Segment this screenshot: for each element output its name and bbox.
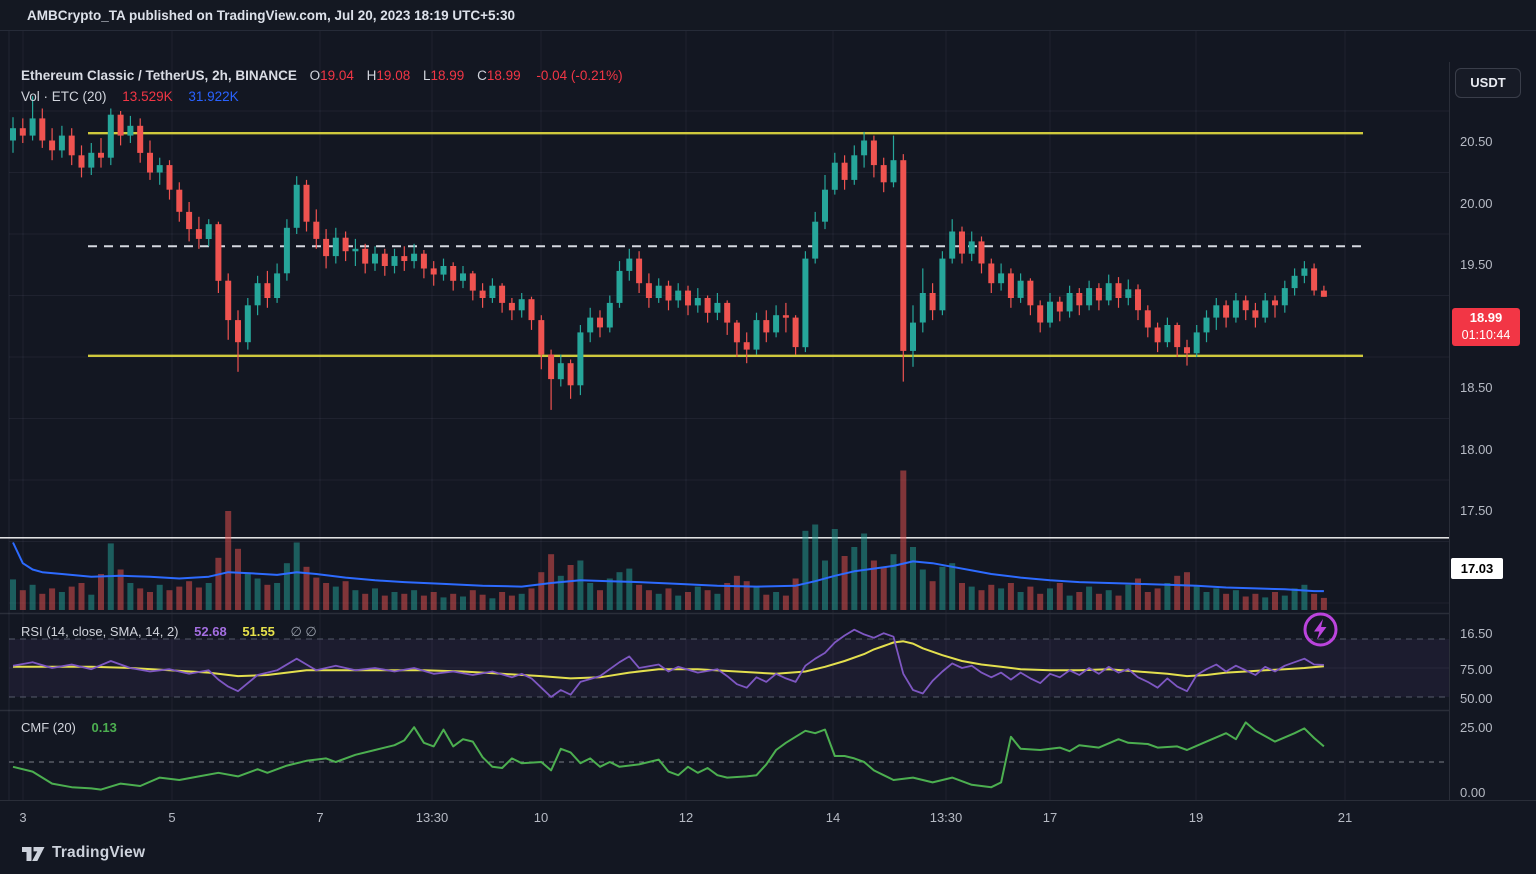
chart-region[interactable]: Ethereum Classic / TetherUS, 2h, BINANCE… <box>0 31 1536 831</box>
rsi-empty-values: ∅ ∅ <box>290 624 317 639</box>
time-axis-label: 19 <box>1188 810 1204 825</box>
price-axis-label: 17.50 <box>1460 503 1493 518</box>
tradingview-wordmark: TradingView <box>52 844 146 861</box>
time-axis[interactable]: 3 5 7 13:30 10 12 14 13:30 17 19 21 <box>0 800 1536 839</box>
price-axis-label: 18.50 <box>1460 380 1493 395</box>
cmf-value: 0.13 <box>91 720 117 735</box>
close-label: C <box>477 68 487 83</box>
rsi-axis-label: 25.00 <box>1460 720 1493 735</box>
time-axis-label: 10 <box>533 810 549 825</box>
low-value: 18.99 <box>430 68 465 83</box>
time-axis-label: 14 <box>825 810 841 825</box>
time-axis-label: 17 <box>1042 810 1058 825</box>
time-axis-label: 12 <box>678 810 694 825</box>
low-label: L <box>422 68 431 83</box>
price-level-badge: 17.03 <box>1451 557 1503 579</box>
time-axis-label: 7 <box>316 810 324 825</box>
chart-canvas[interactable] <box>0 31 1449 800</box>
price-axis-label: 16.50 <box>1460 626 1493 641</box>
symbol-title[interactable]: Ethereum Classic / TetherUS, 2h, BINANCE <box>21 68 297 83</box>
currency-button[interactable]: USDT <box>1455 68 1521 98</box>
rsi-legend[interactable]: RSI (14, close, SMA, 14, 2) 52.68 51.55 … <box>21 624 317 640</box>
rsi-value: 52.68 <box>194 624 227 639</box>
rsi-sma-value: 51.55 <box>242 624 275 639</box>
volume-ma: 31.922K <box>188 89 239 104</box>
tradingview-logo <box>22 846 45 861</box>
open-label: O <box>309 68 321 83</box>
rsi-axis-label: 50.00 <box>1460 691 1493 706</box>
change-value: -0.04 (-0.21%) <box>536 68 623 83</box>
last-price-badge: 18.99 01:10:44 <box>1452 307 1520 346</box>
volume-label[interactable]: Vol · ETC (20) <box>21 89 107 104</box>
high-label: H <box>366 68 377 83</box>
cmf-axis-label: 0.00 <box>1460 785 1486 800</box>
high-value: 19.08 <box>376 68 411 83</box>
price-axis-label: 19.50 <box>1460 257 1493 272</box>
volume-current: 13.529K <box>122 89 173 104</box>
cmf-label[interactable]: CMF (20) <box>21 720 76 735</box>
footer: TradingView <box>0 838 1536 874</box>
time-axis-label: 13:30 <box>415 810 449 825</box>
close-value: 18.99 <box>486 68 521 83</box>
publish-header: AMBCrypto_TA published on TradingView.co… <box>0 0 1536 31</box>
price-axis-label: 18.00 <box>1460 442 1493 457</box>
lightning-icon[interactable] <box>1302 611 1339 648</box>
open-value: 19.04 <box>320 68 354 83</box>
publish-title: AMBCrypto_TA published on TradingView.co… <box>27 8 516 23</box>
bar-countdown: 01:10:44 <box>1461 327 1511 342</box>
time-axis-label: 21 <box>1337 810 1353 825</box>
tradingview-brand[interactable]: TradingView <box>22 844 145 862</box>
price-axis-label: 20.50 <box>1460 134 1493 149</box>
price-axis[interactable]: USDT 20.50 20.00 19.50 18.50 18.00 17.50 16.50… <box>1449 62 1536 831</box>
time-axis-label: 13:30 <box>929 810 963 825</box>
time-axis-label: 5 <box>168 810 176 825</box>
rsi-label[interactable]: RSI (14, close, SMA, 14, 2) <box>21 624 179 639</box>
symbol-legend[interactable]: Ethereum Classic / TetherUS, 2h, BINANCE… <box>21 68 623 83</box>
cmf-legend[interactable]: CMF (20) 0.13 <box>21 720 117 735</box>
rsi-axis-label: 75.00 <box>1460 662 1493 677</box>
last-price-value: 18.99 <box>1469 309 1503 325</box>
price-axis-label: 20.00 <box>1460 196 1493 211</box>
volume-legend[interactable]: Vol · ETC (20) 13.529K 31.922K <box>21 89 239 104</box>
time-axis-label: 3 <box>19 810 27 825</box>
